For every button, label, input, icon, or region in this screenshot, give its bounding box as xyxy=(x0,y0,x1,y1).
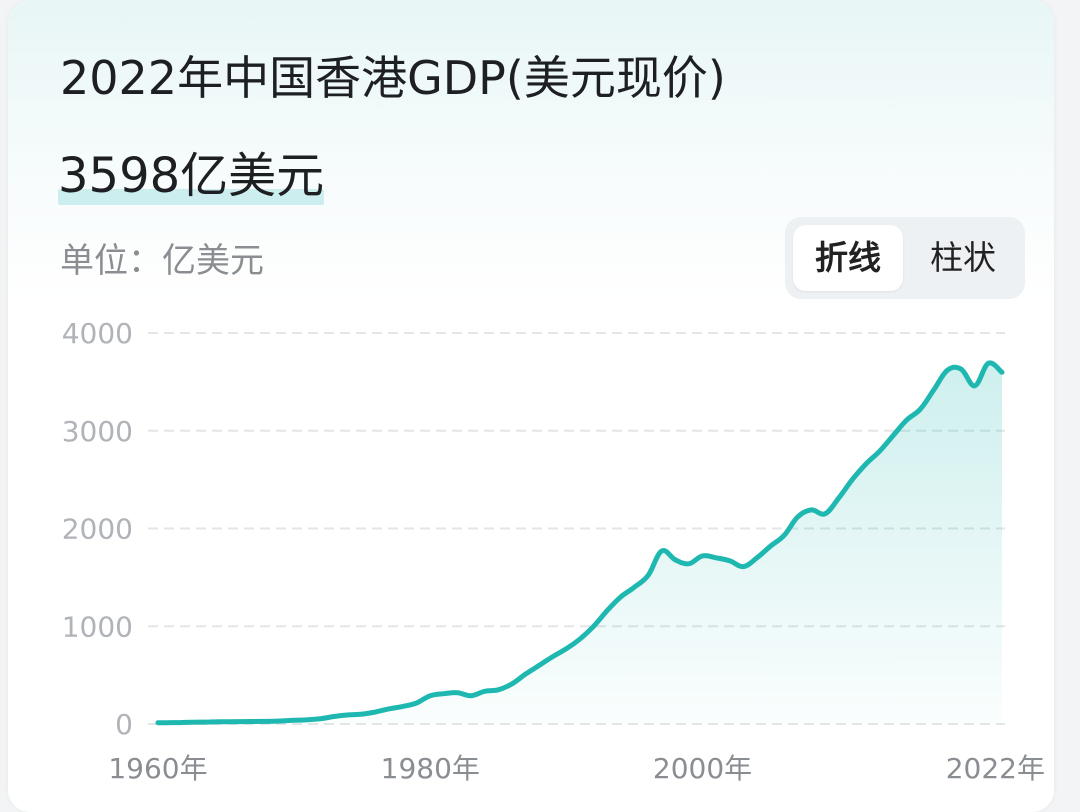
y-tick-label-4000: 4000 xyxy=(62,317,133,350)
x-tick-label-2000: 2000年 xyxy=(653,752,752,785)
x-tick-label-1960: 1960年 xyxy=(108,752,207,785)
card-title: 2022年中国香港GDP(美元现价) xyxy=(60,51,726,105)
series-line xyxy=(155,360,1005,726)
series-area xyxy=(158,362,1002,724)
y-axis-ticks: 0 1000 2000 3000 4000 xyxy=(62,317,133,741)
x-tick-label-2022: 2022年 xyxy=(946,752,1045,785)
x-tick-label-1980: 1980年 xyxy=(381,752,480,785)
y-tick-label-1000: 1000 xyxy=(62,610,133,643)
toggle-bar-button[interactable]: 柱状 xyxy=(930,238,996,277)
headline-value: 3598亿美元 xyxy=(58,148,325,204)
x-axis-ticks: 1960年 1980年 2000年 2022年 xyxy=(108,752,1045,785)
chart-type-toggle: 折线 柱状 xyxy=(785,217,1025,299)
y-tick-label-2000: 2000 xyxy=(62,513,133,546)
y-tick-label-3000: 3000 xyxy=(62,415,133,448)
unit-label: 单位：亿美元 xyxy=(60,241,264,281)
toggle-line-button[interactable]: 折线 xyxy=(793,225,903,291)
y-tick-label-0: 0 xyxy=(115,708,133,741)
value-highlight xyxy=(58,189,325,205)
headline-value-wrap: 3598亿美元 xyxy=(58,145,325,207)
